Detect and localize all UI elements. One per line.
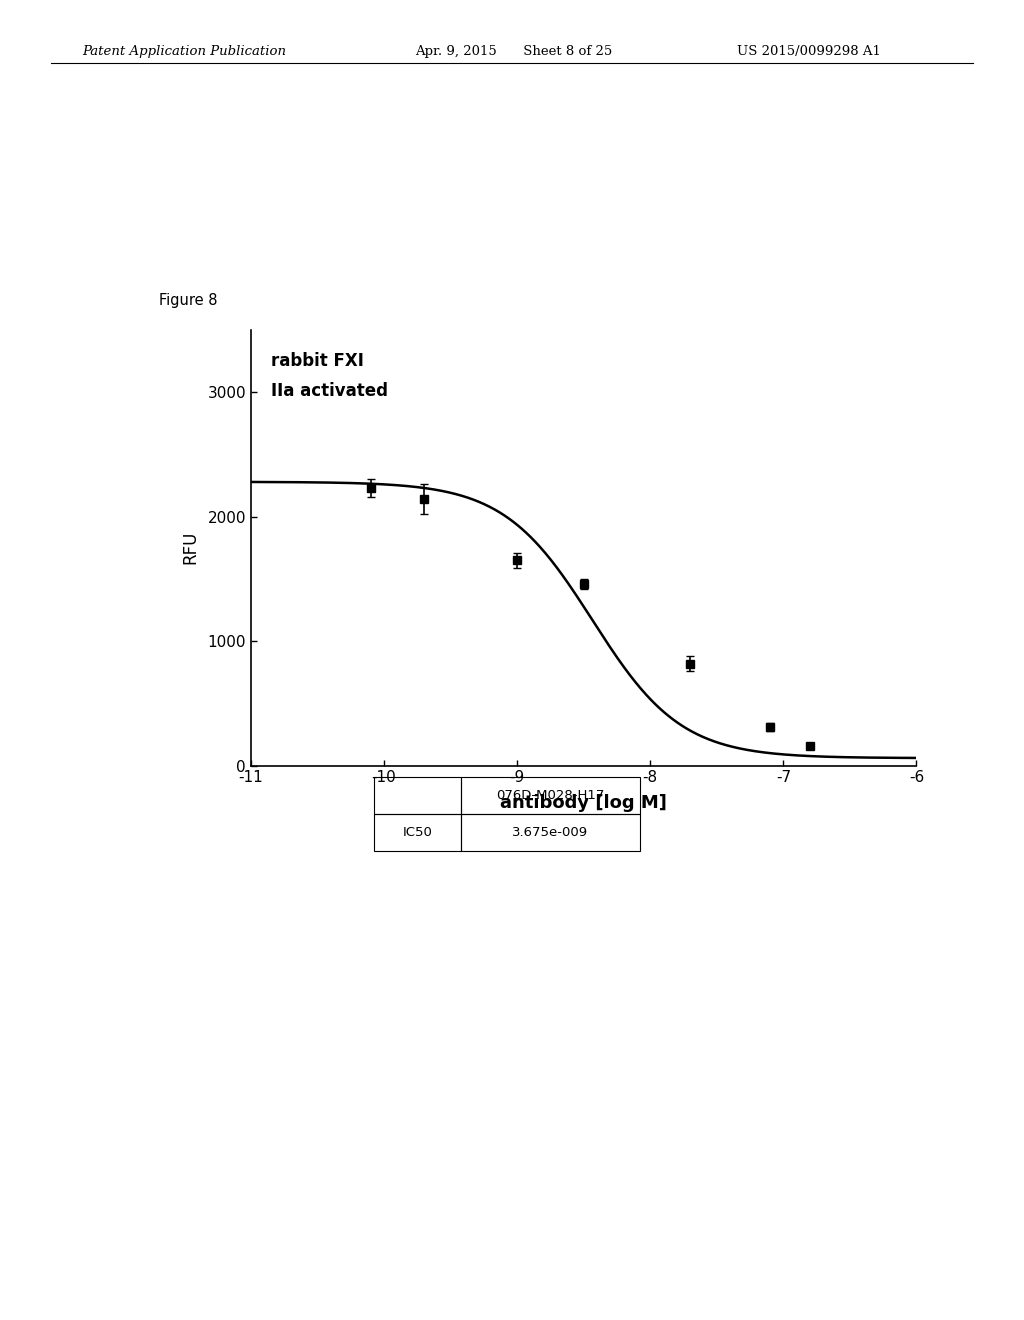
Text: Apr. 9, 2015  Sheet 8 of 25: Apr. 9, 2015 Sheet 8 of 25: [415, 45, 612, 58]
Text: IIa activated: IIa activated: [271, 383, 388, 400]
Text: 3.675e-009: 3.675e-009: [512, 826, 589, 840]
Text: rabbit FXI: rabbit FXI: [271, 352, 364, 371]
Text: Patent Application Publication: Patent Application Publication: [82, 45, 286, 58]
Y-axis label: RFU: RFU: [181, 531, 199, 565]
Text: 076D-M028-H17: 076D-M028-H17: [497, 789, 604, 803]
Text: US 2015/0099298 A1: US 2015/0099298 A1: [737, 45, 882, 58]
X-axis label: antibody [log M]: antibody [log M]: [501, 793, 667, 812]
Text: Figure 8: Figure 8: [159, 293, 217, 308]
Text: IC50: IC50: [402, 826, 432, 840]
